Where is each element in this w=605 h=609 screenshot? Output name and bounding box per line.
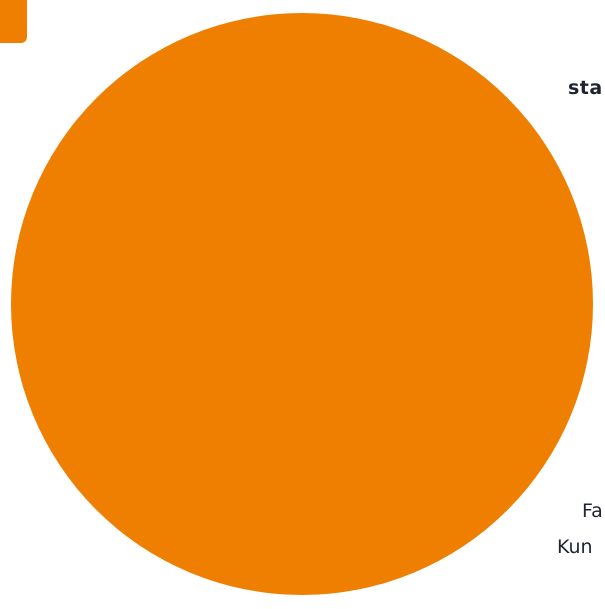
partial-body-text-line-1: Fa bbox=[582, 500, 603, 522]
partial-heading-text: sta bbox=[568, 77, 603, 99]
partial-body-text-line-2: Kun bbox=[557, 536, 593, 558]
orange-corner-tab[interactable] bbox=[0, 0, 27, 43]
orange-circle-shape bbox=[11, 13, 593, 595]
